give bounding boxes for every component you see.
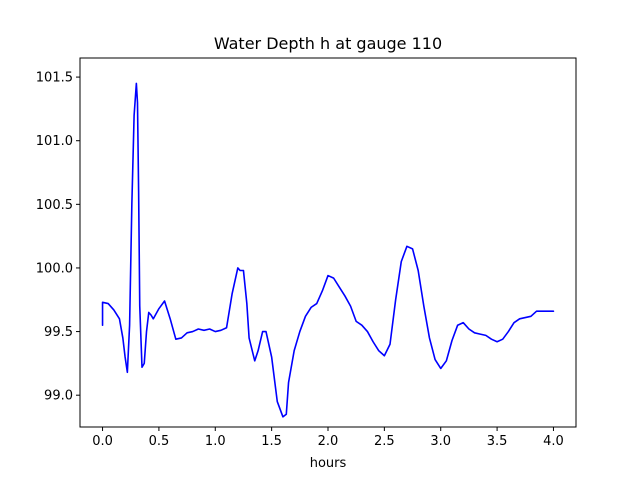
x-tick-label: 2.0 — [318, 434, 339, 449]
x-tick-label: 2.5 — [374, 434, 395, 449]
x-tick-label: 3.5 — [487, 434, 508, 449]
x-axis-label: hours — [310, 456, 347, 471]
y-tick-label: 99.0 — [44, 389, 73, 404]
chart-title: Water Depth h at gauge 110 — [214, 34, 442, 53]
plot-area: 0.0 0.5 1.0 1.5 2.0 2.5 3.0 3.5 4.0 99.0 99.5 100.0… — [36, 57, 577, 449]
y-tick-label: 100.0 — [36, 261, 73, 276]
y-tick-label: 101.0 — [36, 134, 73, 149]
y-tick-label: 99.5 — [44, 325, 73, 340]
y-tick-label: 101.5 — [36, 71, 73, 86]
x-tick-label: 0.5 — [149, 434, 170, 449]
x-tick-label: 3.0 — [430, 434, 451, 449]
x-tick-label: 1.0 — [205, 434, 226, 449]
x-tick-label: 4.0 — [543, 434, 564, 449]
x-tick-label: 0.0 — [92, 434, 113, 449]
x-tick-label: 1.5 — [261, 434, 282, 449]
y-tick-label: 100.5 — [36, 198, 73, 213]
series-line-0 — [101, 82, 555, 418]
